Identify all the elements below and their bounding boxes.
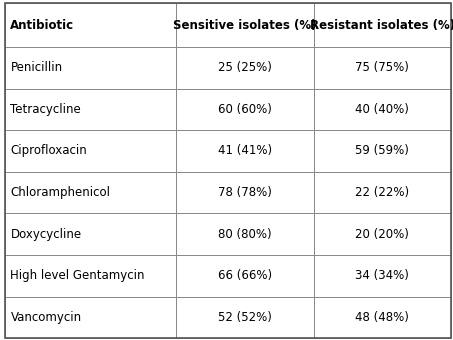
Bar [176,47,314,88]
Bar [176,130,314,172]
Bar [5,47,176,88]
Bar [176,88,314,130]
Bar [314,297,451,338]
Text: 75 (75%): 75 (75%) [355,61,409,74]
Text: 78 (78%): 78 (78%) [218,186,272,199]
Bar [5,172,176,214]
Bar [176,214,314,255]
Text: 25 (25%): 25 (25%) [218,61,272,74]
Text: 59 (59%): 59 (59%) [355,144,409,157]
Bar [314,172,451,214]
Text: 34 (34%): 34 (34%) [355,269,409,282]
Text: Tetracycline: Tetracycline [10,103,81,116]
Bar [314,214,451,255]
Bar [314,47,451,88]
Text: 40 (40%): 40 (40%) [355,103,409,116]
Text: Penicillin: Penicillin [10,61,63,74]
Bar [176,3,314,47]
Text: Antibiotic: Antibiotic [10,19,75,32]
Text: 66 (66%): 66 (66%) [218,269,272,282]
Bar [176,172,314,214]
Bar [5,130,176,172]
Bar [314,255,451,297]
Bar [314,88,451,130]
Text: Vancomycin: Vancomycin [10,311,82,324]
Bar [5,3,176,47]
Text: Sensitive isolates (%): Sensitive isolates (%) [173,19,317,32]
Bar [314,3,451,47]
Bar [5,297,176,338]
Text: 60 (60%): 60 (60%) [218,103,272,116]
Bar [176,255,314,297]
Text: Chloramphenicol: Chloramphenicol [10,186,111,199]
Text: 52 (52%): 52 (52%) [218,311,272,324]
Text: 48 (48%): 48 (48%) [355,311,409,324]
Bar [176,297,314,338]
Text: Ciprofloxacin: Ciprofloxacin [10,144,87,157]
Text: 22 (22%): 22 (22%) [355,186,410,199]
Text: 20 (20%): 20 (20%) [355,228,409,241]
Text: 80 (80%): 80 (80%) [218,228,272,241]
Text: 41 (41%): 41 (41%) [218,144,272,157]
Bar [5,88,176,130]
Text: High level Gentamycin: High level Gentamycin [10,269,145,282]
Text: Resistant isolates (%): Resistant isolates (%) [310,19,453,32]
Bar [5,214,176,255]
Bar [5,255,176,297]
Bar [314,130,451,172]
Text: Doxycycline: Doxycycline [10,228,82,241]
